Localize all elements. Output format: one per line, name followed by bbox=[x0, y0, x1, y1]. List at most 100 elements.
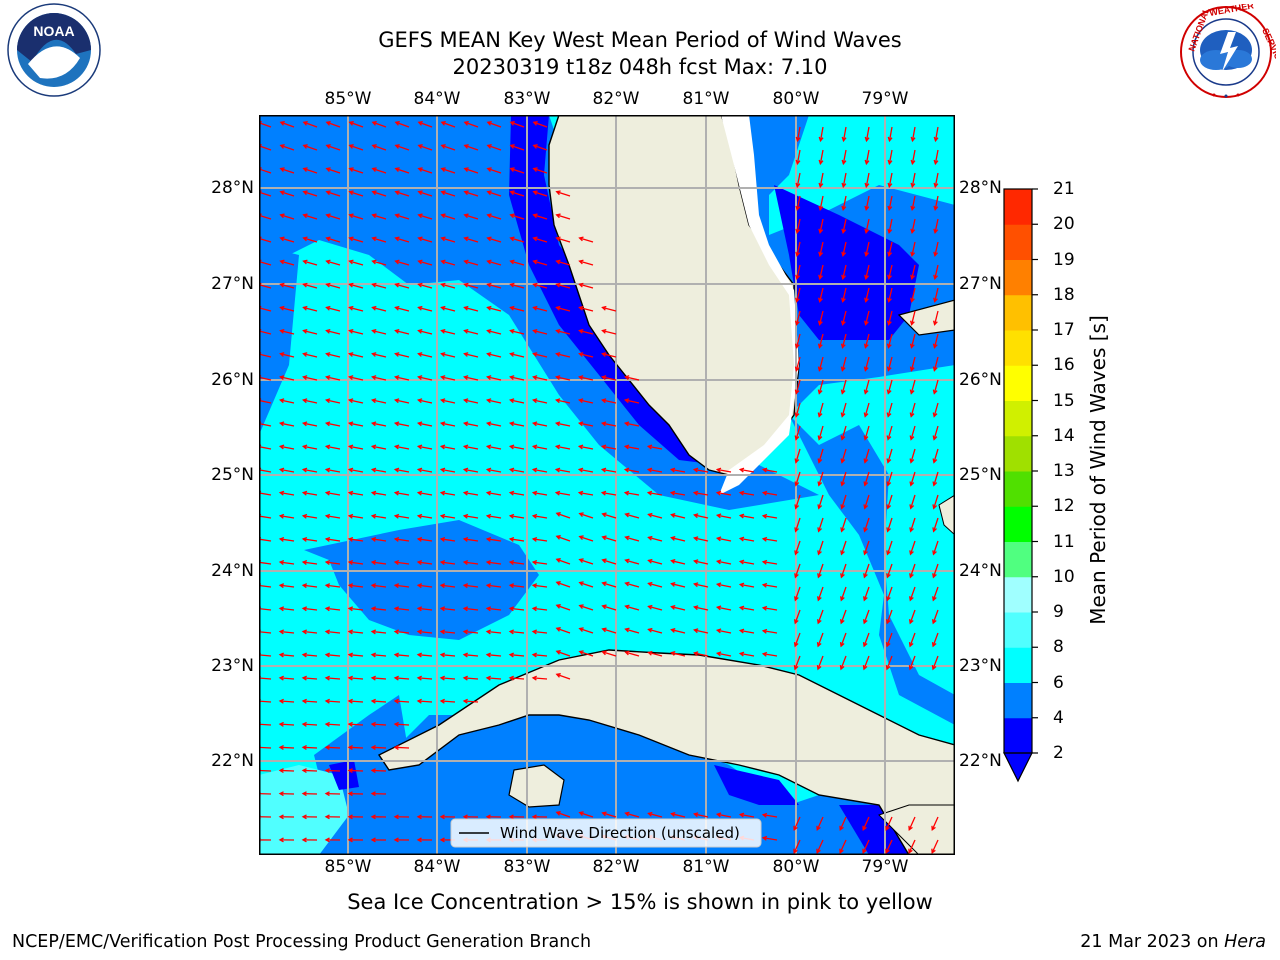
wave-direction-arrow bbox=[462, 421, 479, 427]
wave-direction-arrow bbox=[278, 467, 295, 473]
wave-direction-arrow bbox=[886, 517, 893, 533]
noaa-logo-text: NOAA bbox=[33, 23, 74, 39]
wave-direction-arrow bbox=[324, 721, 341, 727]
bahamas-north bbox=[897, 299, 955, 336]
wave-direction-arrow bbox=[301, 444, 318, 450]
wave-direction-arrow bbox=[818, 264, 824, 280]
wave-direction-arrow bbox=[508, 398, 525, 404]
lon-tick-top: 82°W bbox=[592, 89, 640, 109]
wave-direction-arrow bbox=[347, 560, 364, 565]
colorbar-tick-label: 8 bbox=[1053, 637, 1064, 658]
wave-direction-arrow bbox=[347, 398, 364, 404]
wind-wave-direction-arrows bbox=[259, 121, 939, 854]
wave-direction-arrow bbox=[908, 816, 916, 832]
wave-direction-arrow bbox=[302, 259, 318, 266]
wave-direction-arrow bbox=[532, 144, 548, 151]
wave-direction-arrow bbox=[278, 744, 295, 750]
wave-direction-arrow bbox=[508, 536, 525, 542]
wave-direction-arrow bbox=[393, 652, 410, 658]
wave-direction-arrow bbox=[508, 814, 525, 820]
wave-direction-arrow bbox=[485, 467, 502, 473]
wave-direction-arrow bbox=[508, 560, 525, 565]
wave-direction-arrow bbox=[486, 282, 502, 289]
wave-direction-arrow bbox=[840, 471, 847, 487]
wave-direction-arrow bbox=[347, 814, 364, 820]
wave-direction-arrow bbox=[601, 811, 617, 818]
wave-direction-arrow bbox=[647, 558, 663, 565]
wave-direction-arrow bbox=[795, 241, 801, 257]
wave-direction-arrow bbox=[302, 121, 318, 128]
wave-direction-arrow bbox=[532, 259, 548, 266]
wave-direction-arrow bbox=[840, 425, 847, 441]
wave-direction-arrow bbox=[839, 609, 847, 625]
wave-direction-arrow bbox=[818, 218, 824, 235]
wave-direction-arrow bbox=[670, 651, 686, 657]
chart-subtitle: 20230319 t18z 048h fcst Max: 7.10 bbox=[452, 55, 828, 79]
wave-direction-arrow bbox=[793, 655, 801, 671]
wave-direction-arrow bbox=[738, 467, 755, 473]
wave-direction-arrow bbox=[508, 490, 525, 496]
wave-direction-arrow bbox=[715, 812, 732, 818]
sea-2-4-gulf-west bbox=[259, 245, 299, 435]
colorbar-tick-label: 13 bbox=[1053, 461, 1075, 481]
wave-direction-arrow bbox=[440, 305, 456, 312]
wave-direction-arrow bbox=[555, 811, 571, 818]
colorbar-tick-label: 9 bbox=[1053, 602, 1064, 622]
wave-direction-arrow bbox=[532, 352, 548, 358]
map-panel: Wind Wave Direction (unscaled) bbox=[259, 115, 955, 855]
wave-direction-arrow bbox=[577, 467, 594, 473]
wave-direction-arrow bbox=[578, 627, 594, 634]
wave-direction-arrow bbox=[416, 560, 433, 565]
wave-direction-arrow bbox=[301, 490, 318, 496]
wave-direction-arrow bbox=[932, 471, 939, 487]
wave-direction-arrow bbox=[863, 494, 870, 510]
colorbar-tick-label: 12 bbox=[1053, 496, 1075, 517]
wave-direction-arrow bbox=[841, 264, 847, 280]
wave-direction-arrow bbox=[555, 581, 571, 588]
wave-direction-arrow bbox=[818, 126, 824, 143]
wave-direction-arrow bbox=[393, 467, 410, 473]
wave-direction-arrow bbox=[393, 675, 410, 681]
wave-direction-arrow bbox=[624, 535, 640, 542]
wave-direction-arrow bbox=[462, 490, 479, 496]
wave-direction-arrow bbox=[817, 425, 824, 441]
wave-direction-arrow bbox=[486, 167, 502, 174]
wave-direction-arrow bbox=[863, 356, 870, 372]
wave-direction-arrow bbox=[670, 605, 686, 611]
wave-direction-arrow bbox=[933, 195, 939, 212]
wave-direction-arrow bbox=[509, 236, 525, 243]
wave-direction-arrow bbox=[886, 310, 893, 326]
wave-direction-arrow bbox=[486, 213, 502, 220]
wave-direction-arrow bbox=[864, 149, 870, 166]
wave-direction-arrow bbox=[416, 421, 433, 427]
wave-direction-arrow bbox=[416, 490, 433, 496]
wave-direction-arrow bbox=[840, 402, 847, 418]
wave-direction-arrow bbox=[439, 513, 456, 519]
colorbar-band bbox=[1004, 647, 1032, 683]
map-gridlines bbox=[259, 115, 955, 855]
wave-direction-arrow bbox=[440, 375, 456, 381]
wave-direction-arrow bbox=[693, 582, 709, 588]
wave-direction-arrow bbox=[324, 444, 341, 450]
wave-direction-arrow bbox=[670, 559, 686, 565]
wave-direction-arrow bbox=[324, 698, 341, 704]
wave-direction-arrow bbox=[578, 282, 594, 289]
wave-direction-arrow bbox=[670, 628, 686, 634]
wave-direction-arrow bbox=[624, 627, 640, 634]
wave-direction-arrow bbox=[863, 563, 870, 579]
wave-direction-arrow bbox=[532, 328, 548, 335]
wave-direction-arrow bbox=[394, 305, 410, 312]
wave-direction-arrow bbox=[624, 512, 640, 519]
wave-direction-arrow bbox=[841, 195, 847, 212]
wave-direction-arrow bbox=[738, 812, 755, 818]
wave-direction-arrow bbox=[692, 490, 709, 496]
wave-direction-arrow bbox=[302, 328, 318, 335]
colorbar-band bbox=[1004, 576, 1032, 613]
map-legend: Wind Wave Direction (unscaled) bbox=[450, 818, 762, 848]
wave-direction-arrow bbox=[738, 559, 755, 565]
wave-direction-arrow bbox=[816, 839, 824, 854]
wave-direction-arrow bbox=[910, 218, 916, 235]
wave-direction-arrow bbox=[578, 650, 594, 657]
wave-direction-arrow bbox=[531, 444, 548, 450]
wave-direction-arrow bbox=[324, 814, 341, 820]
